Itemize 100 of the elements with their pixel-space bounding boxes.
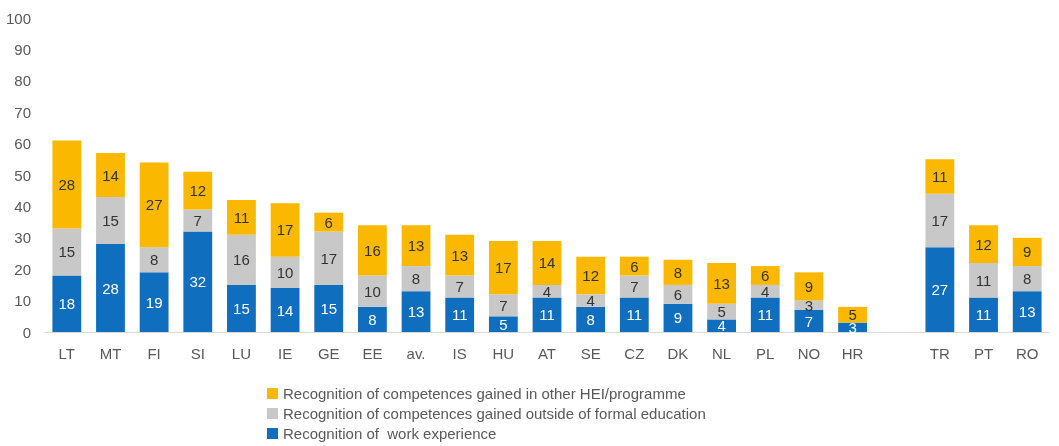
x-tick-label: PT bbox=[973, 345, 994, 362]
x-tick-label: PL bbox=[756, 345, 775, 362]
bar bbox=[969, 225, 998, 263]
y-tick-label: 60 bbox=[14, 135, 31, 153]
y-tick-label: 20 bbox=[14, 260, 31, 278]
y-tick-label: 100 bbox=[5, 9, 31, 27]
bar bbox=[270, 203, 300, 257]
bar bbox=[925, 193, 955, 248]
y-tick-label: 70 bbox=[14, 103, 31, 121]
legend-label: Recognition of competences gained in other HEI/programme bbox=[283, 385, 686, 402]
data-label: 13 bbox=[407, 303, 425, 321]
bar bbox=[183, 231, 213, 332]
bar bbox=[139, 162, 169, 248]
bar bbox=[270, 288, 300, 332]
x-tick-label: NO bbox=[797, 345, 821, 362]
data-label: 13 bbox=[1018, 303, 1036, 321]
data-label: 13 bbox=[407, 237, 425, 255]
data-label: 7 bbox=[455, 277, 464, 295]
data-label: 14 bbox=[102, 166, 119, 184]
bar bbox=[227, 200, 256, 235]
data-label: 11 bbox=[233, 208, 250, 226]
data-label: 5 bbox=[499, 315, 508, 333]
legend-label: Recognition of competences gained outside of formal education bbox=[283, 405, 706, 422]
x-tick-label: SE bbox=[580, 345, 601, 362]
bar bbox=[488, 240, 518, 295]
data-label: 9 bbox=[804, 277, 814, 295]
bar bbox=[1012, 266, 1042, 292]
data-label: 11 bbox=[539, 306, 555, 324]
bar bbox=[1012, 291, 1042, 332]
bar bbox=[314, 231, 344, 285]
bar bbox=[139, 247, 169, 273]
x-tick-label: EE bbox=[362, 345, 383, 362]
data-label: 17 bbox=[276, 221, 294, 239]
data-label: 3 bbox=[804, 296, 814, 314]
bar bbox=[576, 294, 606, 307]
data-label: 5 bbox=[848, 306, 857, 324]
data-label: 8 bbox=[411, 270, 421, 288]
bar bbox=[532, 240, 562, 285]
data-label: 8 bbox=[673, 263, 683, 281]
bar bbox=[227, 284, 256, 332]
y-tick-label: 50 bbox=[14, 166, 31, 184]
data-label: 32 bbox=[189, 273, 207, 291]
data-label: 10 bbox=[276, 263, 294, 281]
data-label: 7 bbox=[804, 312, 814, 330]
bar bbox=[488, 294, 518, 317]
data-label: 15 bbox=[58, 243, 76, 261]
data-label: 27 bbox=[145, 196, 163, 214]
data-label: 6 bbox=[324, 213, 333, 231]
data-label: 11 bbox=[975, 271, 992, 289]
bar bbox=[139, 272, 169, 332]
bar bbox=[794, 310, 824, 332]
data-label: 11 bbox=[451, 306, 468, 324]
bar bbox=[227, 234, 256, 285]
data-label: 15 bbox=[102, 212, 119, 230]
data-label: 28 bbox=[102, 279, 119, 297]
bar bbox=[925, 159, 955, 194]
data-label: 17 bbox=[320, 249, 338, 267]
data-label: 18 bbox=[58, 295, 76, 313]
bar bbox=[576, 256, 606, 295]
data-label: 13 bbox=[451, 246, 469, 264]
y-tick-label: 80 bbox=[14, 72, 31, 90]
bar bbox=[96, 153, 125, 197]
data-label: 11 bbox=[626, 306, 643, 324]
data-label: 8 bbox=[1023, 270, 1032, 288]
bar bbox=[357, 275, 387, 307]
x-tick-label: TR bbox=[929, 345, 951, 362]
data-label: 4 bbox=[761, 282, 770, 300]
data-label: 17 bbox=[495, 259, 512, 277]
bar bbox=[969, 297, 998, 332]
y-tick-label: 40 bbox=[14, 197, 31, 215]
bar bbox=[532, 297, 562, 332]
data-label: 8 bbox=[586, 310, 595, 328]
data-label: 4 bbox=[542, 282, 552, 300]
data-label: 7 bbox=[193, 212, 202, 230]
y-tick-label: 30 bbox=[14, 229, 31, 247]
data-label: 19 bbox=[145, 293, 163, 311]
data-label: 12 bbox=[975, 235, 992, 253]
x-tick-label: NL bbox=[712, 345, 732, 362]
x-tick-label: HR bbox=[841, 345, 864, 362]
bar bbox=[52, 275, 82, 332]
bar bbox=[707, 262, 737, 304]
data-label: 15 bbox=[320, 299, 338, 317]
data-label: 8 bbox=[368, 310, 377, 328]
data-label: 16 bbox=[233, 251, 250, 269]
y-tick-label: 0 bbox=[22, 323, 31, 341]
x-tick-label: LT bbox=[58, 345, 76, 362]
y-tick-label: 10 bbox=[14, 292, 31, 310]
data-label: 12 bbox=[189, 182, 207, 200]
y-tick-label: 90 bbox=[14, 40, 31, 58]
x-tick-label: IE bbox=[277, 345, 293, 362]
data-label: 6 bbox=[630, 257, 639, 275]
x-tick-label: RO bbox=[1015, 345, 1039, 362]
bar bbox=[357, 225, 387, 276]
bar bbox=[488, 316, 518, 332]
bar bbox=[314, 284, 344, 332]
x-tick-label: CZ bbox=[624, 345, 645, 362]
data-label: 7 bbox=[630, 277, 639, 295]
x-tick-label: SI bbox=[190, 345, 205, 362]
data-label: 11 bbox=[757, 306, 774, 324]
bar bbox=[445, 275, 475, 298]
